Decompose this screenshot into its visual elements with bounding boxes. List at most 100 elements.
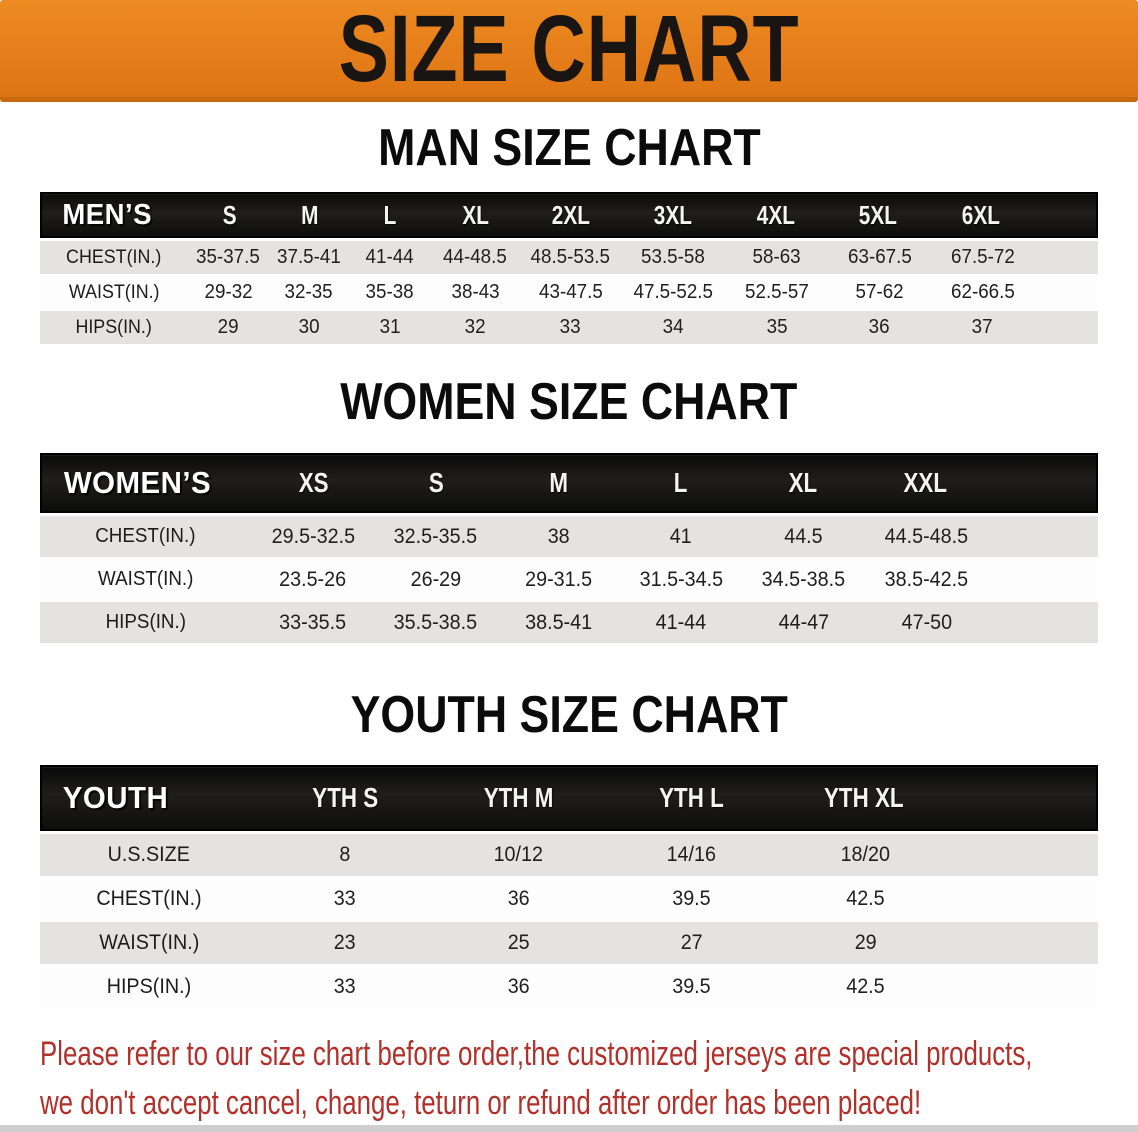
cell-value: 44-48.5 <box>443 246 508 268</box>
value-cell: 34.5-38.5 <box>742 568 865 592</box>
value-cell: 44-47 <box>742 611 865 635</box>
value-cell: 33-35.5 <box>252 611 375 635</box>
value-cell: 35 <box>726 316 829 339</box>
value-cell: 57-62 <box>828 281 931 304</box>
cell-value: 8 <box>339 843 351 866</box>
column-header-cell: XS <box>253 467 375 499</box>
value-cell: 47-50 <box>865 611 988 635</box>
value-cell: 48.5-53.5 <box>520 246 621 269</box>
youth-section-heading-text: YOUTH SIZE CHART <box>350 686 788 744</box>
value-cell: 29-32 <box>188 281 268 304</box>
column-header-cell: 5XL <box>827 200 929 231</box>
cell-value: 32-35 <box>284 281 333 303</box>
row-label: WAIST(IN.) <box>98 931 200 954</box>
table-header-bar: WOMEN’S XS S M L XL XXL <box>40 453 1098 513</box>
table-row: CHEST(IN.) 29.5-32.5 32.5-35.5 38 41 44.5 44.5… <box>40 516 1098 557</box>
value-cell: 44-48.5 <box>430 246 520 269</box>
row-label-cell: HIPS(IN.) <box>40 975 258 999</box>
table-row: WAIST(IN.) 23 25 27 29 <box>40 922 1098 964</box>
column-header-cell: YTH L <box>605 782 778 814</box>
column-header: YTH L <box>658 782 724 813</box>
cell-value: 26-29 <box>410 567 461 591</box>
cell-value: 58-63 <box>752 246 801 268</box>
value-cell: 29 <box>188 316 268 339</box>
cell-value: 29-32 <box>204 281 253 303</box>
value-cell: 34 <box>621 316 726 339</box>
row-label-cell: WAIST(IN.) <box>40 282 188 304</box>
cell-value: 42.5 <box>845 975 885 998</box>
banner: SIZE CHART <box>0 0 1138 102</box>
cell-value: 35-38 <box>365 281 414 303</box>
women-section-heading-text: WOMEN SIZE CHART <box>340 373 798 431</box>
cell-value: 63-67.5 <box>847 246 912 268</box>
men-section-heading: MAN SIZE CHART <box>0 122 1138 174</box>
cell-value: 33-35.5 <box>279 610 347 634</box>
cell-value: 36 <box>869 316 890 338</box>
cell-value: 37 <box>972 316 994 338</box>
cell-value: 29 <box>217 316 239 338</box>
value-cell: 30 <box>269 316 349 339</box>
cell-value: 29-31.5 <box>524 567 592 591</box>
table-row: HIPS(IN.) 29 30 31 32 33 34 35 36 37 <box>40 311 1098 344</box>
value-cell: 23 <box>258 931 432 955</box>
row-label: CHEST(IN.) <box>96 887 202 910</box>
cell-value: 35.5-38.5 <box>393 610 478 634</box>
column-header: XXL <box>903 467 947 498</box>
row-label-cell: WAIST(IN.) <box>40 568 252 591</box>
column-header: L <box>383 199 397 230</box>
column-header: XL <box>788 467 818 498</box>
cell-value: 39.5 <box>672 975 711 998</box>
cell-value: 38-43 <box>451 281 500 303</box>
women-size-table: WOMEN’S XS S M L XL XXL CHEST(IN.) 29.5-32.5 32.5… <box>40 453 1098 643</box>
cell-value: 53.5-58 <box>641 246 706 268</box>
column-header-cell: YTH M <box>432 782 605 814</box>
youth-size-table: YOUTH YTH S YTH M YTH L YTH XL U.S.SIZE 8 10/12… <box>40 765 1098 1008</box>
table-row: CHEST(IN.) 33 36 39.5 42.5 <box>40 878 1098 920</box>
value-cell: 52.5-57 <box>726 281 829 304</box>
column-header-cell: S <box>375 467 497 499</box>
corner-label: MEN’S <box>62 198 152 231</box>
cell-value: 48.5-53.5 <box>530 246 611 268</box>
cell-value: 32 <box>464 316 486 338</box>
women-section-heading: WOMEN SIZE CHART <box>0 373 1138 431</box>
corner-cell: YOUTH <box>42 780 259 816</box>
cell-value: 33 <box>560 316 582 338</box>
value-cell: 29.5-32.5 <box>252 525 375 549</box>
cell-value: 10/12 <box>493 843 543 866</box>
row-label: HIPS(IN.) <box>105 611 187 633</box>
cell-value: 35 <box>766 316 788 338</box>
column-header: 6XL <box>961 199 1001 230</box>
column-header-cell: M <box>270 200 350 231</box>
cell-value: 67.5-72 <box>950 246 1015 268</box>
value-cell: 27 <box>605 931 779 955</box>
value-cell: 36 <box>431 887 605 911</box>
table-row: WAIST(IN.) 23.5-26 26-29 29-31.5 31.5-34.5 34… <box>40 559 1098 600</box>
cell-value: 35-37.5 <box>196 246 261 268</box>
row-label: WAIST(IN.) <box>68 281 160 303</box>
value-cell: 33 <box>258 887 432 911</box>
value-cell: 44.5-48.5 <box>865 525 988 549</box>
table-header-bar: YOUTH YTH S YTH M YTH L YTH XL <box>40 765 1098 831</box>
cell-value: 33 <box>333 887 356 910</box>
column-header: L <box>673 467 688 498</box>
value-cell: 41 <box>620 525 743 549</box>
cell-value: 42.5 <box>845 887 885 910</box>
row-label-cell: HIPS(IN.) <box>40 611 252 634</box>
column-header: 4XL <box>756 199 796 230</box>
cell-value: 43-47.5 <box>538 281 603 303</box>
row-label: HIPS(IN.) <box>106 975 192 998</box>
column-header-cell: 6XL <box>929 200 1032 231</box>
value-cell: 37.5-41 <box>269 246 349 269</box>
value-cell: 43-47.5 <box>520 281 621 304</box>
value-cell: 33 <box>520 316 621 339</box>
column-header-cell: XL <box>431 200 521 231</box>
value-cell: 62-66.5 <box>931 281 1035 304</box>
table-row: HIPS(IN.) 33 36 39.5 42.5 <box>40 966 1098 1008</box>
value-cell: 26-29 <box>374 568 497 592</box>
cell-value: 27 <box>680 931 703 954</box>
column-header: YTH M <box>483 782 554 813</box>
row-label-cell: CHEST(IN.) <box>40 887 258 911</box>
table-row: WAIST(IN.) 29-32 32-35 35-38 38-43 43-47.5 47.… <box>40 276 1098 309</box>
cell-value: 36 <box>507 975 530 998</box>
table-header-bar: MEN’S S M L XL 2XL 3XL 4XL 5XL 6XL <box>40 192 1098 238</box>
